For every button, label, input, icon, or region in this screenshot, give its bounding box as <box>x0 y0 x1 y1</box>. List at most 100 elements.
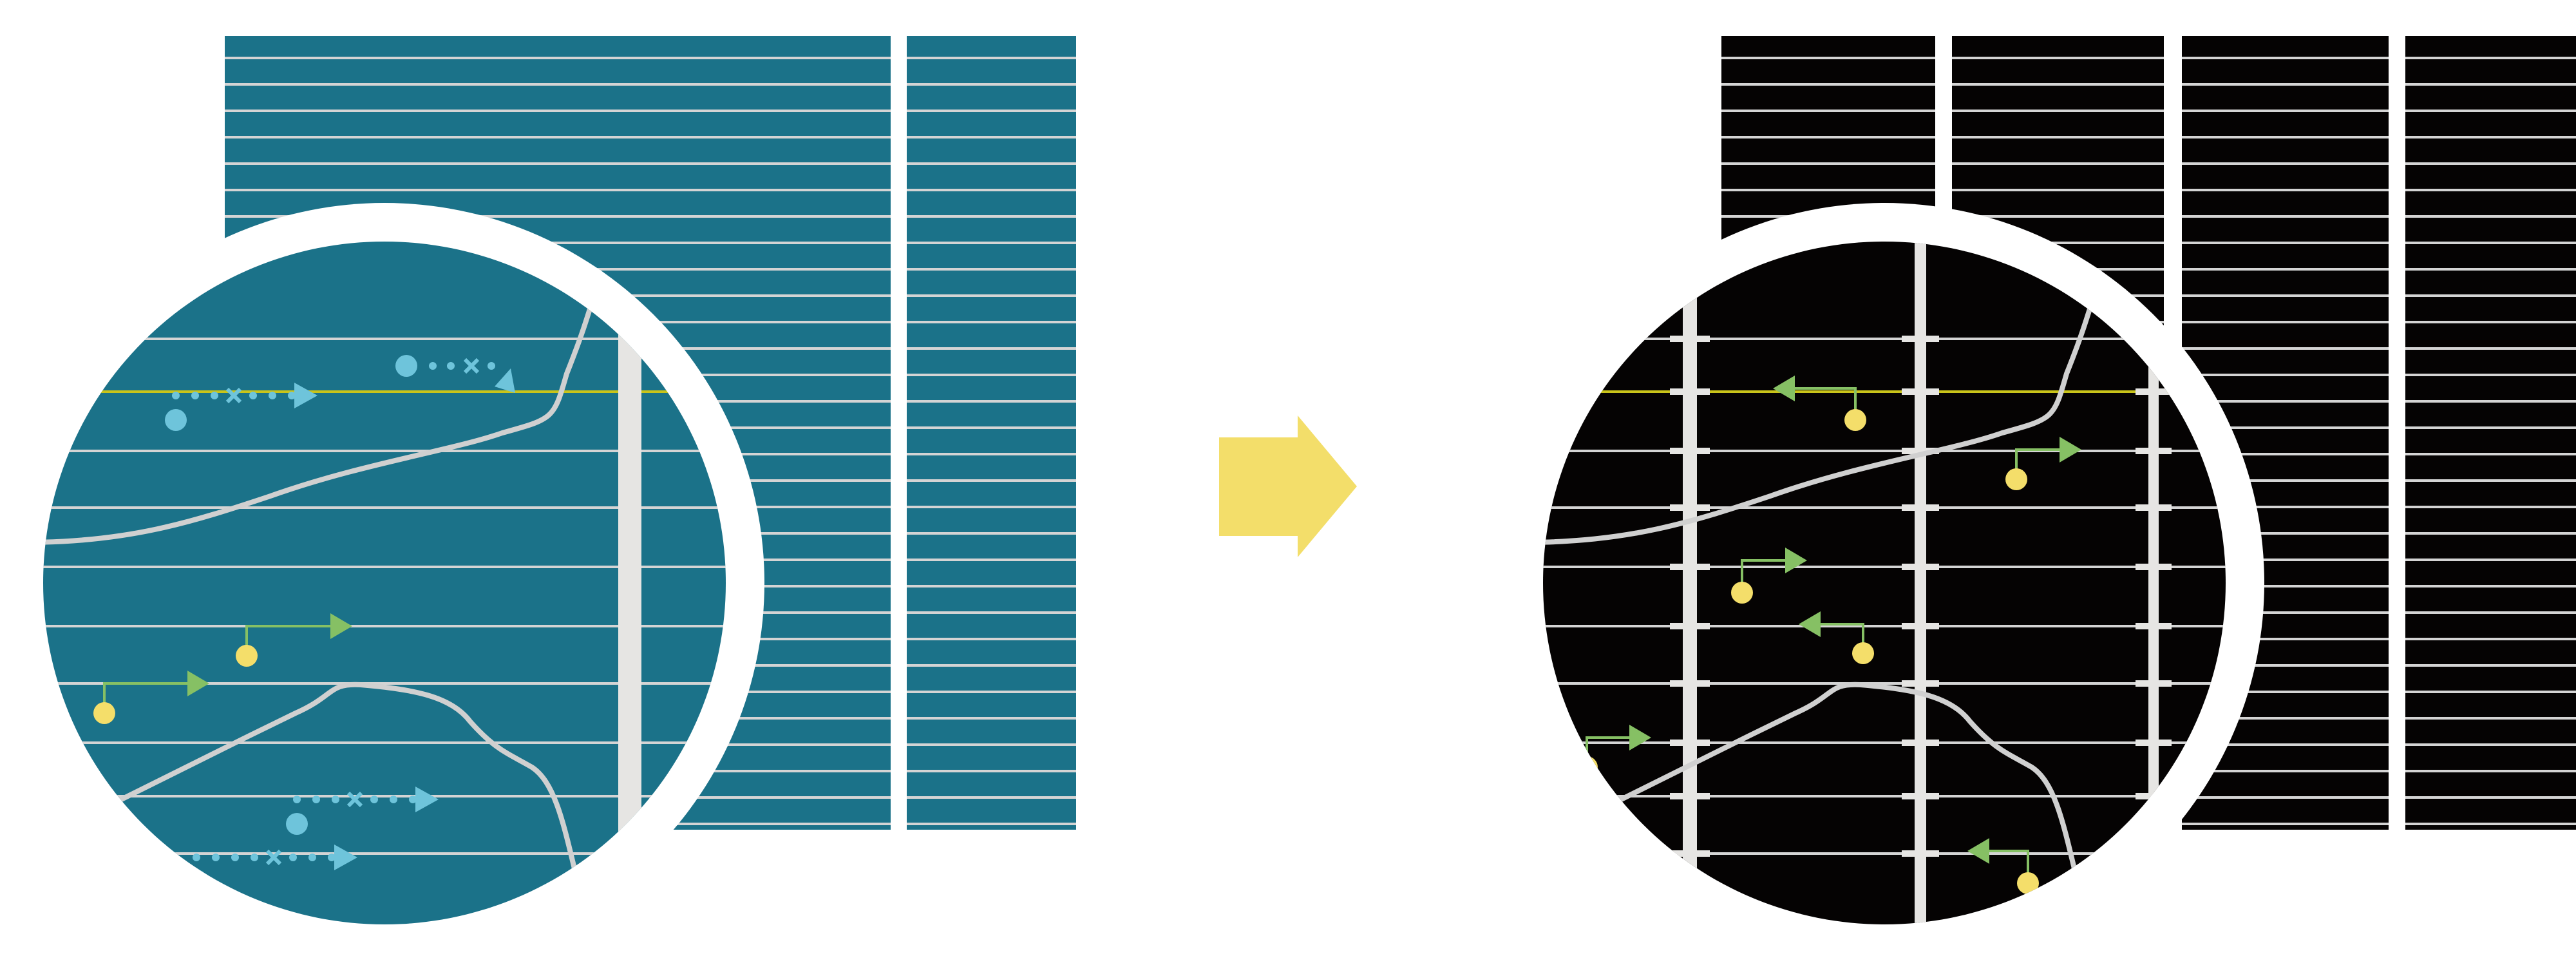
divider-tick <box>1670 740 1710 746</box>
origin-dot <box>1852 642 1874 664</box>
grid-line <box>43 506 726 509</box>
yellow-dot-green-arrow-icon <box>1799 611 1874 664</box>
divider-tick <box>1670 336 1710 342</box>
dot-marker <box>249 392 257 399</box>
divider-bar <box>1915 242 1926 924</box>
grid-line <box>2405 83 2576 86</box>
grid-line <box>2405 136 2576 138</box>
grid-line <box>2405 426 2576 429</box>
arrow-head <box>2060 437 2081 463</box>
grid-line <box>2182 453 2389 455</box>
yellow-dot-green-arrow-icon <box>1773 376 1866 431</box>
dot-marker <box>488 362 495 370</box>
grid-line <box>2182 717 2389 720</box>
grid-line <box>907 823 1076 825</box>
divider-tick <box>1902 448 1939 454</box>
origin-dot <box>286 813 308 835</box>
trajectory-curve <box>1576 682 2088 916</box>
grid-line <box>2182 347 2389 350</box>
dot-marker <box>328 854 336 861</box>
divider-tick <box>1670 504 1710 511</box>
dot-marker <box>312 796 320 803</box>
grid-line <box>2405 453 2576 455</box>
grid-line <box>2405 717 2576 720</box>
grid-line <box>907 691 1076 693</box>
grid-line <box>2182 770 2389 772</box>
divider-tick <box>2136 623 2172 629</box>
grid-line <box>907 189 1076 191</box>
dotted-blue-arrow-icon <box>286 787 439 835</box>
grid-line <box>2182 110 2389 112</box>
grid-line <box>907 717 1076 720</box>
dot-marker <box>269 392 276 399</box>
arrow-head <box>415 787 439 812</box>
grid-line <box>1952 189 2164 191</box>
grid-line <box>1543 506 2226 509</box>
dot-marker <box>390 796 397 803</box>
grid-line <box>1952 242 2164 244</box>
highlighted-line <box>43 390 726 393</box>
origin-dot <box>93 702 115 724</box>
grid-line <box>2182 796 2389 799</box>
divider-tick <box>1670 564 1710 570</box>
grid-line <box>2405 400 2576 403</box>
grid-line <box>907 585 1076 587</box>
arrow-head <box>1629 725 1651 750</box>
grid-line <box>43 852 726 855</box>
dot-marker <box>447 362 455 370</box>
panel-column <box>2405 36 2576 830</box>
grid-line <box>2405 585 2576 587</box>
grid-line <box>1543 625 2226 627</box>
magnified-background <box>43 242 726 924</box>
divider-bar <box>1683 242 1697 924</box>
grid-line <box>2405 743 2576 746</box>
grid-line <box>907 215 1076 218</box>
grid-line <box>43 682 726 685</box>
grid-line <box>2405 532 2576 535</box>
divider-tick <box>1902 680 1939 687</box>
dot-marker <box>211 392 218 399</box>
divider-tick <box>2136 388 2172 395</box>
grid-line <box>907 426 1076 429</box>
grid-line <box>1952 215 2164 218</box>
divider-bar <box>618 242 641 924</box>
grid-line <box>43 625 726 627</box>
grid-line <box>907 321 1076 323</box>
yellow-dot-green-arrow-icon <box>236 613 352 667</box>
grid-line <box>2405 321 2576 323</box>
dot-marker <box>193 854 200 861</box>
grid-line <box>1721 110 1935 112</box>
origin-dot <box>165 409 187 431</box>
grid-line <box>1543 566 2226 568</box>
panel-column <box>907 36 1076 830</box>
divider-tick <box>1902 564 1939 570</box>
transition-arrow-icon <box>1219 415 1357 557</box>
grid-line <box>43 566 726 568</box>
grid-line <box>2405 479 2576 482</box>
dot-marker <box>308 854 316 861</box>
dot-marker <box>288 392 296 399</box>
dot-marker <box>212 854 220 861</box>
grid-line <box>2182 479 2389 482</box>
grid-line <box>2182 585 2389 587</box>
divider-tick <box>1902 336 1939 342</box>
grid-line <box>2405 506 2576 508</box>
divider-tick <box>1902 740 1939 746</box>
grid-line <box>225 242 891 244</box>
grid-line <box>2182 559 2389 561</box>
grid-line <box>907 506 1076 508</box>
grid-line <box>2182 374 2389 376</box>
grid-line <box>2182 294 2389 297</box>
grid-line <box>907 110 1076 112</box>
grid-line <box>2182 532 2389 535</box>
divider-tick <box>1902 850 1939 857</box>
grid-line <box>1721 136 1935 138</box>
trajectory-curve <box>1543 289 2098 545</box>
grid-line <box>1952 162 2164 165</box>
grid-line <box>2405 638 2576 640</box>
grid-line <box>1543 795 2226 797</box>
divider-tick <box>1670 850 1710 857</box>
grid-line <box>2405 294 2576 297</box>
origin-dot <box>1731 582 1753 604</box>
grid-line <box>907 83 1076 86</box>
